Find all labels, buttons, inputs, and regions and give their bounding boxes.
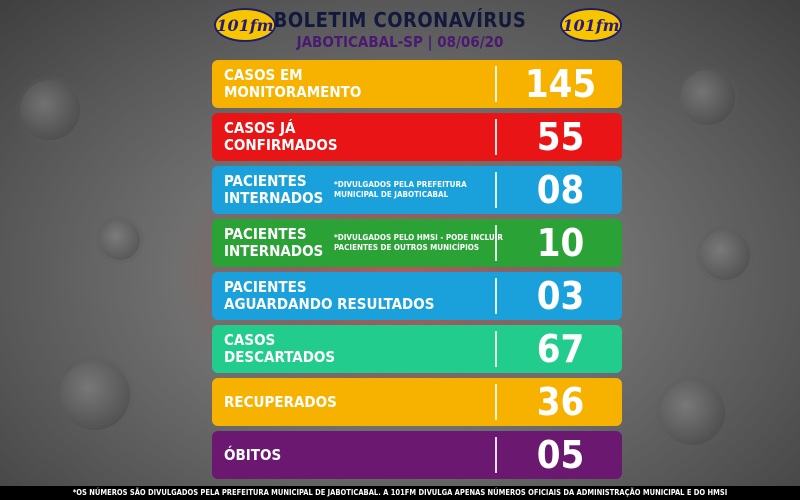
stat-label-line2: AGUARDANDO RESULTADOS [224,295,435,313]
stat-note-line2: MUNICIPAL DE JABOTICABAL [334,190,449,199]
stat-value: 03 [536,274,585,318]
stat-label-line1: PACIENTES [224,172,307,190]
stat-value: 05 [536,433,585,477]
stat-row: CASOS JÁ CONFIRMADOS 55 [212,113,622,161]
stat-label-line1: CASOS EM [224,66,303,84]
virus-decoration [20,80,80,140]
stat-label: CASOS DESCARTADOS [224,325,335,373]
stat-label: PACIENTES INTERNADOS [224,166,323,214]
header: 101fm BOLETIM CORONAVÍRUS JABOTICABAL-SP… [0,0,800,60]
stat-label: PACIENTES AGUARDANDO RESULTADOS [224,272,434,320]
stat-label: PACIENTES INTERNADOS [224,219,323,267]
stat-value: 55 [536,115,585,159]
divider [495,119,497,155]
stat-label-line2: DESCARTADOS [224,348,336,366]
stat-label-line1: PACIENTES [224,278,307,296]
stat-label-line1: CASOS JÁ [224,119,296,137]
virus-decoration [660,380,725,445]
stat-value: 08 [536,168,585,212]
stat-note: *DIVULGADOS PELA PREFEITURA MUNICIPAL DE … [334,166,467,214]
divider [495,278,497,314]
stat-label-line2: MONITORAMENTO [224,83,362,101]
stat-label-line2: CONFIRMADOS [224,136,338,154]
divider [495,384,497,420]
page-subtitle: JABOTICABAL-SP | 08/06/20 [296,33,504,51]
stat-label-line1: ÓBITOS [224,445,282,464]
brand-logo-right: 101fm [560,8,622,42]
divider [495,331,497,367]
virus-decoration [700,230,750,280]
stat-row: PACIENTES INTERNADOS *DIVULGADOS PELO HMSI… [212,219,622,267]
stat-label: ÓBITOS [224,431,281,479]
stat-value: 145 [524,62,597,106]
stat-row: ÓBITOS 05 [212,431,622,479]
footer-disclaimer: *OS NÚMEROS SÃO DIVULGADOS PELA PREFEITU… [0,486,800,500]
stat-row: PACIENTES AGUARDANDO RESULTADOS 03 [212,272,622,320]
brand-logo-left: 101fm [214,8,276,42]
virus-decoration [680,70,735,125]
stat-note-line1: *DIVULGADOS PELO HMSI - PODE INCLUIR [334,233,503,242]
stat-note-line1: *DIVULGADOS PELA PREFEITURA [334,180,467,189]
stat-row: RECUPERADOS 36 [212,378,622,426]
stat-row: CASOS EM MONITORAMENTO 145 [212,60,622,108]
stat-note: *DIVULGADOS PELO HMSI - PODE INCLUIR PACI… [334,219,503,267]
stat-label-line1: PACIENTES [224,225,307,243]
virus-decoration [60,360,130,430]
divider [495,225,497,261]
stat-value: 10 [536,221,585,265]
divider [495,172,497,208]
stat-label-line2: INTERNADOS [224,189,324,207]
stat-row: PACIENTES INTERNADOS *DIVULGADOS PELA PREF… [212,166,622,214]
stat-label: CASOS JÁ CONFIRMADOS [224,113,338,161]
stat-label: CASOS EM MONITORAMENTO [224,60,361,108]
stat-note-line2: PACIENTES DE OUTROS MUNICÍPIOS [334,243,480,252]
virus-decoration [100,220,140,260]
stat-label-line2: INTERNADOS [224,242,324,260]
divider [495,66,497,102]
stat-value: 67 [536,327,585,371]
stat-label-line1: CASOS [224,331,276,349]
stat-label: RECUPERADOS [224,378,337,426]
divider [495,437,497,473]
stat-value: 36 [536,380,585,424]
stat-row: CASOS DESCARTADOS 67 [212,325,622,373]
stat-label-line1: RECUPERADOS [224,392,337,411]
page-title: BOLETIM CORONAVÍRUS [273,8,527,32]
